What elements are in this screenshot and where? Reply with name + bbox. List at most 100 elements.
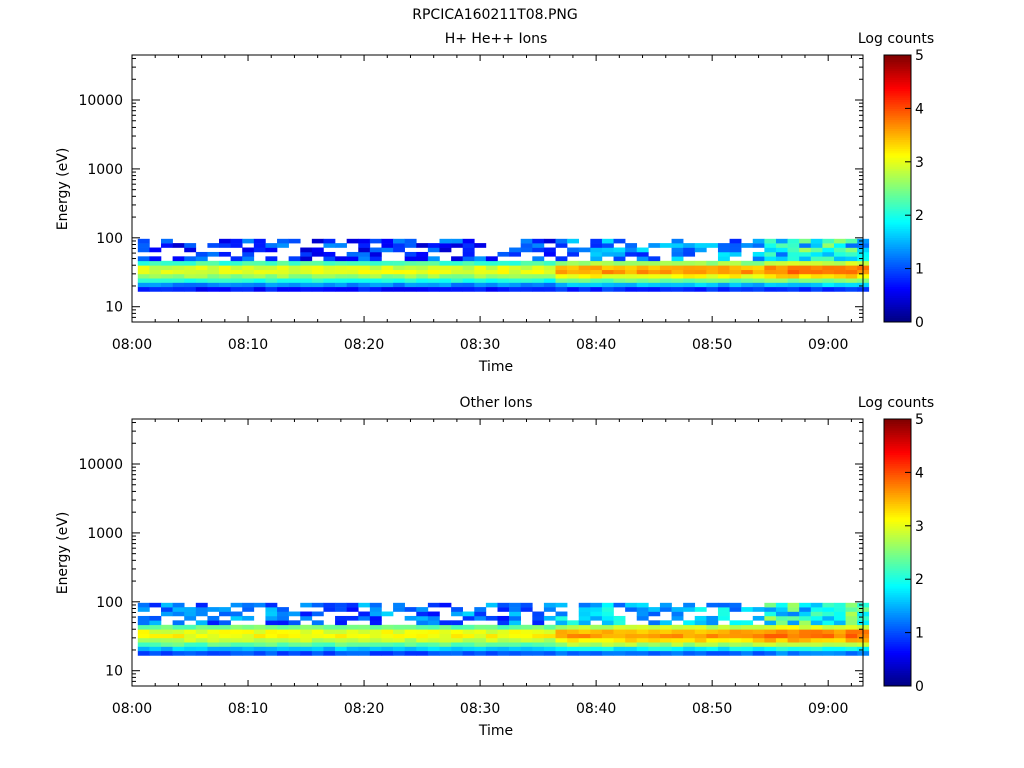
heatmap-cell bbox=[822, 278, 835, 283]
heatmap-cell bbox=[300, 286, 313, 292]
heatmap-cell bbox=[369, 260, 382, 266]
heatmap-cell bbox=[590, 265, 603, 271]
x-axis-label: Time bbox=[478, 359, 513, 375]
colorbar-swatch bbox=[884, 161, 911, 165]
heatmap-cell bbox=[671, 265, 684, 271]
heatmap-cell bbox=[578, 633, 591, 639]
heatmap-cell bbox=[300, 265, 313, 271]
heatmap-cell bbox=[741, 273, 754, 279]
heatmap-cell bbox=[137, 260, 150, 266]
heatmap-cell bbox=[648, 282, 661, 288]
heatmap-cell bbox=[311, 650, 324, 656]
heatmap-cell bbox=[741, 243, 754, 248]
heatmap-cell bbox=[427, 269, 440, 275]
heatmap-cell bbox=[172, 637, 185, 643]
heatmap-cell bbox=[764, 260, 777, 266]
heatmap-cell bbox=[416, 629, 429, 635]
heatmap-cell bbox=[543, 265, 556, 271]
colorbar-swatch bbox=[884, 601, 911, 605]
heatmap-cell bbox=[717, 624, 730, 630]
heatmap-cell bbox=[601, 611, 614, 617]
heatmap-cell bbox=[288, 646, 301, 652]
colorbar-swatch bbox=[884, 179, 911, 183]
heatmap-cell bbox=[265, 633, 278, 639]
heatmap-cell bbox=[474, 269, 487, 275]
heatmap-cell bbox=[590, 256, 603, 262]
heatmap-cell bbox=[659, 633, 672, 639]
heatmap-cell bbox=[137, 238, 150, 244]
heatmap-cell bbox=[195, 278, 208, 283]
colorbar-swatch bbox=[884, 57, 911, 60]
heatmap-cell bbox=[219, 607, 231, 612]
heatmap-cell bbox=[648, 260, 661, 266]
heatmap-cell bbox=[787, 265, 800, 271]
heatmap-cell bbox=[393, 269, 405, 275]
heatmap-cell bbox=[346, 607, 359, 612]
colorbar-swatch bbox=[884, 246, 911, 250]
heatmap-cell bbox=[404, 256, 417, 262]
colorbar-swatch bbox=[884, 548, 911, 551]
heatmap-cell bbox=[625, 243, 638, 248]
colorbar-swatch bbox=[884, 259, 911, 263]
heatmap-cell bbox=[764, 265, 777, 271]
heatmap-cell bbox=[671, 251, 684, 257]
heatmap-cell bbox=[775, 282, 788, 288]
heatmap-cell bbox=[648, 243, 661, 248]
heatmap-cell bbox=[810, 642, 823, 647]
heatmap-cell bbox=[555, 286, 568, 292]
heatmap-cell bbox=[300, 611, 313, 617]
colorbar-swatch bbox=[884, 79, 911, 83]
heatmap-cell bbox=[161, 607, 173, 612]
heatmap-cell bbox=[822, 615, 835, 621]
heatmap-cell bbox=[311, 620, 324, 626]
heatmap-cell bbox=[207, 607, 220, 612]
heatmap-cell bbox=[601, 282, 614, 288]
heatmap-cell bbox=[393, 650, 405, 656]
heatmap-cell bbox=[578, 260, 591, 266]
heatmap-cell bbox=[137, 278, 150, 283]
heatmap-cell bbox=[393, 260, 405, 266]
colorbar-swatch bbox=[884, 195, 911, 198]
heatmap-cell bbox=[833, 247, 846, 253]
heatmap-cell bbox=[590, 251, 603, 257]
colorbar-swatch bbox=[884, 144, 911, 147]
heatmap-cell bbox=[416, 256, 429, 262]
colorbar-swatch bbox=[884, 157, 911, 161]
heatmap-cell bbox=[358, 633, 371, 639]
colorbar-swatch bbox=[884, 585, 911, 589]
heatmap-cell bbox=[625, 247, 638, 253]
heatmap-cell bbox=[358, 251, 371, 257]
heatmap-cell bbox=[311, 602, 324, 608]
heatmap-cell bbox=[775, 247, 788, 253]
heatmap-cell bbox=[439, 650, 452, 656]
colorbar-swatch bbox=[884, 190, 911, 194]
heatmap-cell bbox=[578, 282, 591, 288]
heatmap-cell bbox=[184, 273, 197, 279]
heatmap-cell bbox=[358, 611, 371, 617]
heatmap-cell bbox=[648, 642, 661, 647]
heatmap-cell bbox=[555, 273, 568, 279]
heatmap-cell bbox=[381, 260, 394, 266]
heatmap-cell bbox=[497, 286, 510, 292]
heatmap-cell bbox=[219, 260, 231, 266]
colorbar-swatch bbox=[884, 501, 911, 505]
heatmap-cell bbox=[810, 260, 823, 266]
heatmap-cell bbox=[833, 642, 846, 647]
heatmap-cell bbox=[683, 260, 696, 266]
heatmap-cell bbox=[230, 642, 243, 647]
heatmap-cell bbox=[381, 650, 394, 656]
y-axis-label: Energy (eV) bbox=[55, 512, 71, 595]
colorbar-swatch bbox=[884, 481, 911, 485]
colorbar-swatch bbox=[884, 541, 911, 545]
heatmap-cell bbox=[532, 286, 545, 292]
heatmap-cell bbox=[799, 633, 812, 639]
heatmap-cell bbox=[578, 620, 591, 626]
colorbar-swatch bbox=[884, 510, 911, 513]
heatmap-cell bbox=[288, 269, 301, 275]
heatmap-cell bbox=[799, 238, 812, 244]
heatmap-cell bbox=[659, 260, 672, 266]
heatmap-cell bbox=[532, 620, 545, 626]
heatmap-cell bbox=[729, 265, 742, 271]
heatmap-cell bbox=[427, 256, 440, 262]
heatmap-cell bbox=[497, 637, 510, 643]
